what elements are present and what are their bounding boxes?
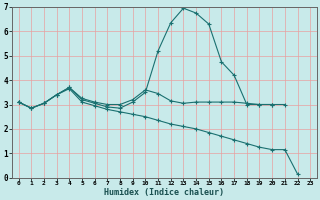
X-axis label: Humidex (Indice chaleur): Humidex (Indice chaleur): [104, 188, 224, 197]
